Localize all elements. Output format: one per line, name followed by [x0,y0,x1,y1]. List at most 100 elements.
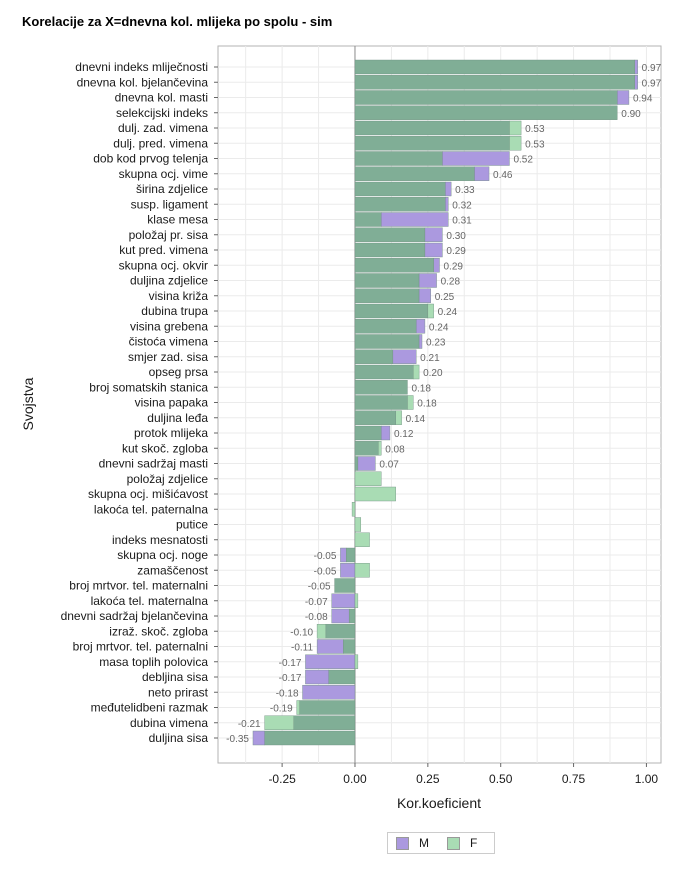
category-label: skupna ocj. okvir [119,258,208,272]
category-label: putice [176,518,208,532]
category-label: lakoća tel. paternalna [94,502,208,516]
bar-m [252,730,265,746]
category-label: skupna ocj. noge [117,548,208,562]
axis-layer: -0.25 0.00 0.25 0.50 0.75 1.00 [214,66,659,786]
bar-overlap [354,441,379,456]
label-layer: 0.97 dnevni indeks mliječnosti 0.97 dnevna … [61,60,662,745]
value-label: 0.24 [429,322,449,333]
bar-f [296,700,300,715]
category-label: dubina trupa [141,304,208,318]
bar-overlap [354,120,510,136]
bar-m [634,59,638,75]
category-label: dubina vimena [130,716,208,730]
category-label: dnevna kol. bjelančevina [77,75,209,89]
value-label: 0.12 [394,429,414,440]
bar-overlap [354,197,446,212]
bar-overlap [354,212,382,227]
bar-overlap [293,715,356,730]
value-label: -0.17 [279,658,302,669]
bar-f [413,364,420,380]
bar-m [340,563,356,578]
category-label: dnevni sadržaj bjelančevina [61,609,209,623]
value-label: 0.21 [420,353,440,364]
category-label: protok mlijeka [134,426,208,440]
category-label: opseg prsa [149,365,209,379]
bar-f [354,532,370,547]
category-label: kut skoč. zgloba [122,441,208,455]
bar-overlap [354,303,429,319]
bar-f [407,395,414,410]
bar-overlap [354,288,420,303]
bar-overlap [354,105,618,120]
bar-f [427,303,434,319]
value-label: 0.90 [621,109,641,120]
category-label: izraž. skoč. zgloba [109,624,208,638]
category-label: visina križa [149,289,209,303]
bar-overlap [354,456,359,471]
category-label: selekcijski indeks [116,106,208,120]
category-label: susp. ligament [131,197,209,211]
bar-m [381,212,449,227]
value-label: -0.35 [226,734,249,745]
bar-m [340,547,347,563]
category-label: broj somatskih stanica [89,380,208,394]
x-tick-label: -0.25 [268,772,296,786]
category-label: debljina sisa [142,670,208,684]
value-label: -0.18 [276,688,299,699]
category-label: dob kod prvog telenja [93,152,208,166]
category-label: skupna ocj. vime [119,167,209,181]
value-label: 0.30 [446,231,466,242]
bar-overlap [346,547,356,563]
value-label: -0.17 [279,673,302,684]
bar-overlap [354,395,408,410]
value-label: 0.29 [446,246,466,257]
y-axis-title: Svojstva [20,377,36,430]
category-label: položaj zdjelice [127,472,209,486]
value-label: 0.14 [406,414,426,425]
value-label: 0.25 [435,292,455,303]
value-label: -0.05 [308,582,331,593]
bar-f [354,517,362,532]
bar-f [351,502,356,517]
category-label: dulj. zad. vimena [118,121,208,135]
value-label: 0.24 [438,307,458,318]
category-label: dnevna kol. masti [115,91,208,105]
bar-m [331,608,350,624]
bar-m [445,197,449,212]
value-label: 0.46 [493,170,513,181]
bar-overlap [343,639,356,654]
value-label: 0.53 [525,139,545,150]
x-tick-label: 0.00 [343,772,367,786]
bar-f [395,410,402,425]
value-label: 0.23 [426,338,446,349]
bar-overlap [299,700,356,715]
category-label: zamaščenost [137,563,208,577]
bar-f [354,563,370,578]
x-tick-label: 0.25 [416,772,440,786]
category-label: dnevni sadržaj masti [99,457,208,471]
value-label: 0.52 [513,155,533,166]
value-label: 0.33 [455,185,475,196]
bar-m [442,151,510,166]
bar-overlap [354,410,396,425]
value-label: -0.21 [238,719,261,730]
value-label: -0.10 [290,627,313,638]
legend: M F [387,832,495,854]
bar-overlap [328,669,356,685]
bar-m [424,242,443,258]
value-label: -0.05 [314,551,337,562]
bar-m [415,319,426,334]
bar-overlap [354,181,446,197]
x-tick-label: 1.00 [635,772,659,786]
x-tick-label: 0.50 [489,772,513,786]
value-label: -0.08 [305,612,328,623]
bar-m [316,639,344,654]
value-label: 0.07 [379,460,399,471]
bar-m [305,654,356,669]
bar-m [392,349,417,364]
bar-overlap [334,578,356,593]
bar-m [634,75,638,90]
legend-item-m: M [396,836,429,850]
bar-overlap [354,364,414,380]
